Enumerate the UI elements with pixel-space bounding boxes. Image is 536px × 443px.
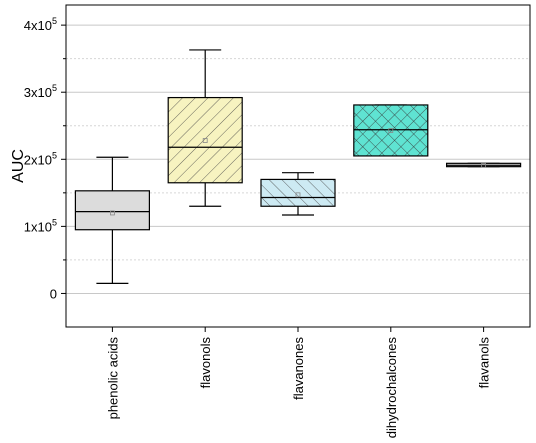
boxes-layer (74, 49, 522, 284)
x-category-label: phenolic acids (105, 337, 120, 420)
y-tick-label: 0 (50, 286, 57, 301)
box-dihydrochalcones (353, 104, 429, 157)
mean-marker (295, 192, 301, 198)
x-axis: phenolic acids flavonols flavanones dihydro… (105, 327, 492, 439)
x-category-label: flavanols (477, 337, 492, 389)
mean-marker (388, 128, 394, 133)
x-category-label: dihydrochalcones (384, 337, 399, 439)
mean-marker (481, 162, 487, 168)
y-axis-label: AUC (10, 149, 27, 183)
iqr-box (74, 190, 151, 231)
x-category-label: flavonols (198, 337, 213, 389)
iqr-box (167, 96, 243, 184)
box-flavanones (260, 172, 336, 216)
mean-marker (110, 210, 115, 216)
iqr-box (353, 104, 429, 157)
y-tick-label: 4x105 (24, 16, 57, 33)
box-flavanols (446, 162, 522, 168)
mean-marker (202, 138, 208, 143)
y-tick-label: 1x105 (24, 217, 57, 234)
y-axis: 0 1x105 2x105 3x105 4x105 (24, 16, 66, 301)
x-category-label: flavanones (291, 337, 306, 400)
box-flavonols (167, 49, 243, 207)
gridlines (66, 24, 530, 294)
box-phenolic-acids (74, 156, 151, 284)
y-tick-label: 3x105 (24, 83, 57, 100)
y-tick-label: 2x105 (24, 150, 57, 167)
